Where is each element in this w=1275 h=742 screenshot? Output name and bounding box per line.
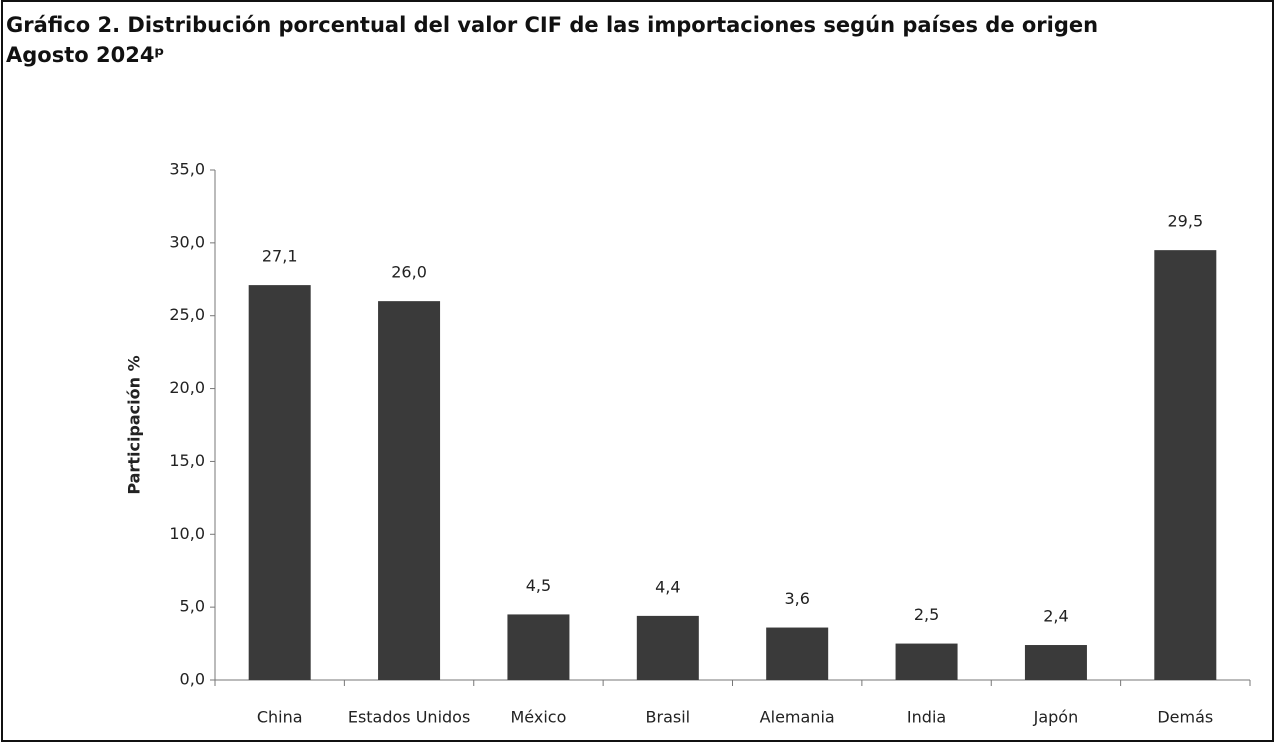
- data-label: 29,5: [1168, 212, 1204, 231]
- y-tick-label: 5,0: [180, 597, 205, 616]
- y-axis-label: Participación %: [125, 355, 144, 494]
- data-label: 27,1: [262, 247, 298, 266]
- x-tick-label: Alemania: [760, 708, 835, 727]
- y-tick-label: 35,0: [169, 160, 205, 179]
- bar: [1154, 250, 1217, 680]
- bar: [248, 285, 311, 680]
- x-tick-label: Estados Unidos: [348, 708, 470, 727]
- y-tick-label: 15,0: [169, 451, 205, 470]
- bar: [507, 614, 570, 680]
- data-label: 2,4: [1043, 607, 1068, 626]
- y-tick-label: 0,0: [180, 670, 205, 689]
- x-tick-label: Japón: [1033, 708, 1079, 727]
- bar: [766, 627, 829, 680]
- y-tick-label: 30,0: [169, 232, 205, 251]
- y-tick-label: 10,0: [169, 524, 205, 543]
- bar: [1024, 645, 1087, 680]
- x-tick-label: China: [257, 708, 303, 727]
- x-tick-label: India: [907, 708, 946, 727]
- bar: [895, 643, 958, 680]
- data-label: 4,5: [526, 576, 551, 595]
- y-tick-label: 25,0: [169, 305, 205, 324]
- data-label: 4,4: [655, 577, 680, 596]
- y-tick-label: 20,0: [169, 378, 205, 397]
- x-tick-label: Demás: [1157, 708, 1213, 727]
- data-label: 26,0: [391, 263, 427, 282]
- bar: [636, 615, 699, 680]
- data-label: 3,6: [784, 589, 809, 608]
- data-label: 2,5: [914, 605, 939, 624]
- bar: [378, 301, 441, 680]
- chart-subtitle: Agosto 2024ᵖ: [6, 43, 165, 67]
- chart-title: Gráfico 2. Distribución porcentual del v…: [6, 13, 1098, 37]
- x-tick-label: México: [511, 708, 567, 727]
- x-tick-label: Brasil: [646, 708, 691, 727]
